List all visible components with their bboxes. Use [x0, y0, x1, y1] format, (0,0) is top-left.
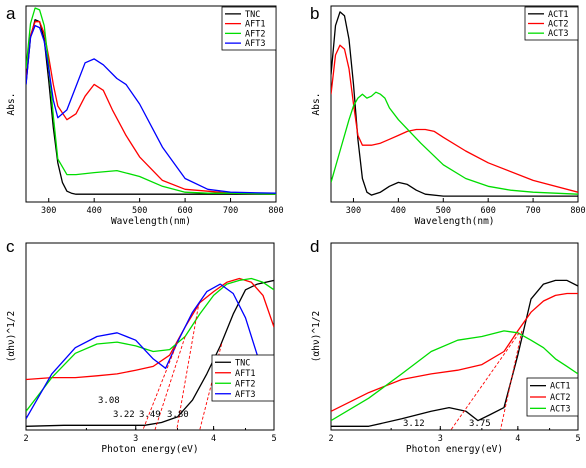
series-line-b-act1	[331, 11, 578, 197]
panel-letter-b: b	[310, 4, 319, 23]
band-gap-label-c-0: 3.08	[98, 396, 120, 406]
legend-label-a-aft1: AFT1	[245, 20, 265, 30]
chart-a: 300 400 500 600 700 800Wavelength(nm)Abs.TNCA…	[6, 5, 284, 227]
legend-label-c-tnc: TNC	[235, 358, 250, 368]
chart-b: 300 400 500 600 700 800 Wavelength(nm) Abs. ACT1…	[311, 5, 586, 227]
x-tick-label-a-600: 600	[177, 206, 192, 216]
y-axis-label-b: Abs.	[311, 93, 322, 116]
band-gap-guide-d-act3	[450, 332, 520, 431]
legend-label-c-aft1: AFT1	[235, 369, 255, 379]
series-line-c-aft3	[26, 283, 274, 420]
series-line-a-aft1	[26, 21, 276, 195]
legend-label-d-act2: ACT2	[550, 393, 570, 403]
series-line-d-act1	[331, 279, 578, 427]
band-gap-guide-c-aft3	[142, 341, 178, 431]
chart-c: 2 3 4 5 Photon energy(eV) (αhν)^1/2 3.08 3.22 3.…	[6, 242, 277, 455]
panel-letter-c: c	[6, 237, 15, 256]
series-line-b-act3	[331, 91, 578, 195]
x-axis-label-b: Wavelength(nm)	[414, 216, 494, 227]
x-tick-label-c-4: 4	[211, 434, 216, 444]
x-tick-label-a-300: 300	[41, 206, 56, 216]
plot-frame-d	[330, 242, 579, 431]
band-gap-guide-c-aft2	[154, 336, 186, 431]
legend-label-c-aft2: AFT2	[235, 379, 255, 389]
x-tick-label-b-400: 400	[391, 206, 406, 216]
x-tick-label-b-600: 600	[481, 206, 496, 216]
band-gap-label-d-0: 3.12	[403, 419, 425, 429]
x-tick-label-d-4: 4	[515, 434, 520, 444]
band-gap-label-c-2: 3.49	[139, 410, 161, 420]
y-axis-label-d: (αhν)^1/2	[311, 311, 322, 362]
x-tick-label-b-500: 500	[436, 206, 451, 216]
x-tick-label-b-700: 700	[525, 206, 540, 216]
x-tick-label-d-5: 5	[575, 434, 580, 444]
series-line-a-aft2	[26, 7, 276, 195]
x-tick-label-c-5: 5	[271, 434, 276, 444]
x-tick-label-a-700: 700	[223, 206, 238, 216]
series-line-b-act2	[331, 44, 578, 193]
plot-frame-c	[25, 242, 275, 431]
legend-label-b-act2: ACT2	[548, 20, 568, 30]
chart-d: 2 3 4 5 Photon energy(eV) (αhν)^1/2 3.12 3.75 AC…	[311, 242, 581, 455]
legend-label-a-tnc: TNC	[245, 10, 260, 20]
legend-label-b-act1: ACT1	[548, 10, 568, 20]
panel-letter-d: d	[310, 237, 319, 256]
x-tick-label-a-400: 400	[87, 206, 102, 216]
x-tick-label-c-3: 3	[133, 434, 138, 444]
x-tick-label-d-2: 2	[328, 434, 333, 444]
x-axis-label-c: Photon energy(eV)	[101, 444, 198, 455]
band-gap-label-c-1: 3.22	[113, 410, 135, 420]
series-line-d-act2	[331, 292, 578, 412]
x-tick-label-c-2: 2	[23, 434, 28, 444]
series-line-c-tnc	[26, 279, 274, 427]
x-axis-label-d: Photon energy(eV)	[406, 444, 503, 455]
plot-frame-b	[330, 5, 579, 203]
legend-label-d-act3: ACT3	[550, 404, 570, 414]
x-tick-label-a-800: 800	[268, 206, 283, 216]
legend-label-d-act1: ACT1	[550, 382, 570, 392]
x-tick-label-b-300: 300	[346, 206, 361, 216]
x-tick-label-b-800: 800	[570, 206, 585, 216]
y-axis-label-c: (αhν)^1/2	[6, 311, 17, 362]
panel-letter-a: a	[6, 4, 16, 23]
x-tick-label-a-500: 500	[132, 206, 147, 216]
band-gap-guide-c-aft1	[176, 306, 199, 431]
legend-label-c-aft3: AFT3	[235, 390, 255, 400]
series-line-d-act3	[331, 330, 578, 422]
x-axis-label-a: Wavelength(nm)	[111, 216, 191, 227]
legend-label-a-aft2: AFT2	[245, 29, 265, 39]
band-gap-guide-d-act1	[500, 330, 523, 431]
x-tick-label-d-3: 3	[438, 434, 443, 444]
band-gap-label-d-1: 3.75	[469, 419, 491, 429]
band-gap-label-c-3: 3.80	[167, 410, 189, 420]
legend-label-a-aft3: AFT3	[245, 39, 265, 49]
y-axis-label-a: Abs.	[6, 93, 17, 116]
plot-frame-a	[25, 5, 277, 203]
legend-label-b-act3: ACT3	[548, 29, 568, 39]
series-line-a-aft3	[26, 24, 276, 194]
